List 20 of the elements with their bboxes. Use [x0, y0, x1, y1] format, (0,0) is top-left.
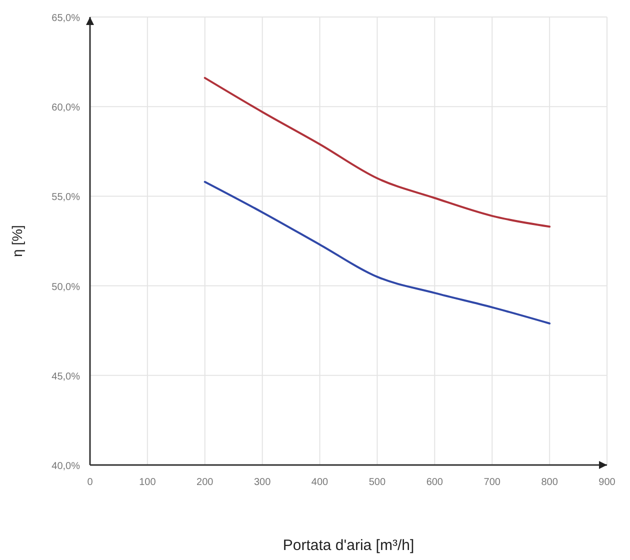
y-tick-label: 65,0%: [52, 13, 80, 24]
x-tick-label: 900: [598, 477, 616, 488]
x-tick-label: 100: [139, 477, 156, 488]
x-tick-label: 700: [484, 477, 501, 488]
x-tick-label: 200: [196, 477, 214, 488]
x-tick-label: 600: [426, 477, 444, 488]
x-tick-label: 500: [368, 477, 386, 488]
y-tick-label: 55,0%: [52, 192, 80, 204]
y-tick-label: 45,0%: [52, 371, 80, 382]
y-tick-label: 60,0%: [52, 102, 80, 114]
x-tick-label: 0: [87, 477, 94, 488]
y-axis-title: η [%]: [9, 225, 25, 257]
line-series: [204, 180, 551, 324]
line-series: [204, 76, 551, 228]
x-tick-label: 300: [254, 477, 272, 488]
x-axis-title: Portata d'aria [m³/h]: [282, 537, 414, 554]
y-tick-label: 40,0%: [52, 461, 80, 472]
y-tick-label: 50,0%: [52, 282, 80, 293]
x-tick-label: 400: [311, 477, 329, 488]
x-tick-label: 800: [541, 477, 558, 488]
